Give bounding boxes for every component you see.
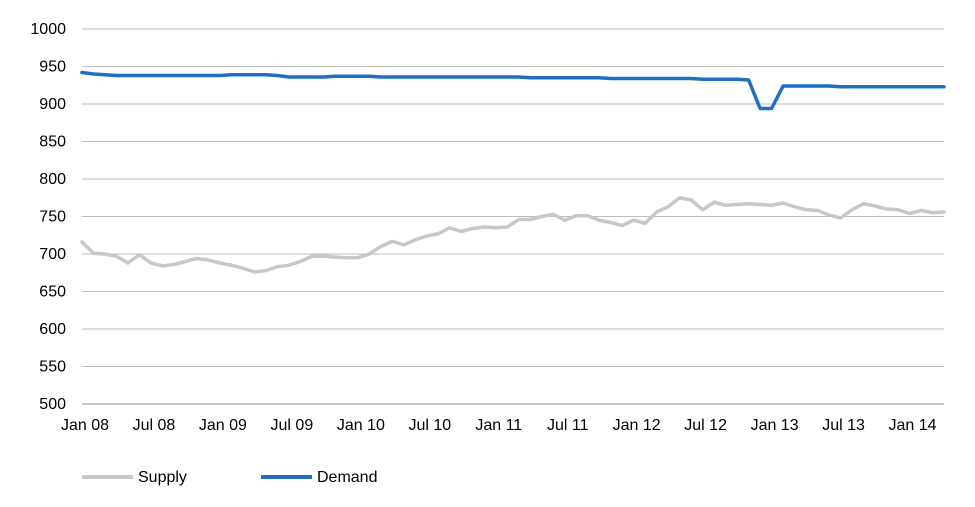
legend-label-supply: Supply: [138, 469, 187, 486]
y-tick-label: 1000: [30, 21, 66, 38]
y-tick-label: 750: [39, 209, 66, 226]
series-lines: [80, 70, 946, 274]
y-tick-label: 550: [39, 359, 66, 376]
x-tick-label: Jan 13: [751, 417, 799, 434]
y-tick-label: 500: [39, 396, 66, 413]
x-tick-label: Jan 12: [613, 417, 661, 434]
x-tick-label: Jul 08: [133, 417, 176, 434]
y-tick-label: 800: [39, 171, 66, 188]
series-line-demand: [80, 70, 946, 111]
x-tick-label: Jul 13: [822, 417, 865, 434]
x-tick-label: Jul 12: [684, 417, 727, 434]
y-axis-tick-labels: 500 550 600 650 700 750 800 850 900 950 1000: [30, 21, 66, 413]
x-tick-label: Jul 09: [271, 417, 314, 434]
y-tick-label: 650: [39, 284, 66, 301]
gridlines: [82, 28, 944, 367]
y-tick-label: 950: [39, 59, 66, 76]
x-tick-label: Jan 10: [337, 417, 385, 434]
y-tick-label: 850: [39, 134, 66, 151]
x-tick-label: Jan 08: [61, 417, 109, 434]
legend: Supply Demand: [82, 469, 377, 486]
x-axis-tick-labels: Jan 08 Jul 08 Jan 09 Jul 09 Jan 10 Jul 10 Jan …: [61, 417, 937, 434]
x-tick-label: Jan 09: [199, 417, 247, 434]
x-tick-label: Jan 11: [475, 417, 522, 434]
x-tick-label: Jul 10: [408, 417, 451, 434]
legend-label-demand: Demand: [317, 469, 377, 486]
y-tick-label: 600: [39, 321, 66, 338]
series-line-supply: [80, 196, 946, 274]
y-tick-label: 700: [39, 246, 66, 263]
y-tick-label: 900: [39, 96, 66, 113]
x-tick-label: Jan 14: [888, 417, 936, 434]
x-tick-label: Jul 11: [547, 417, 589, 434]
